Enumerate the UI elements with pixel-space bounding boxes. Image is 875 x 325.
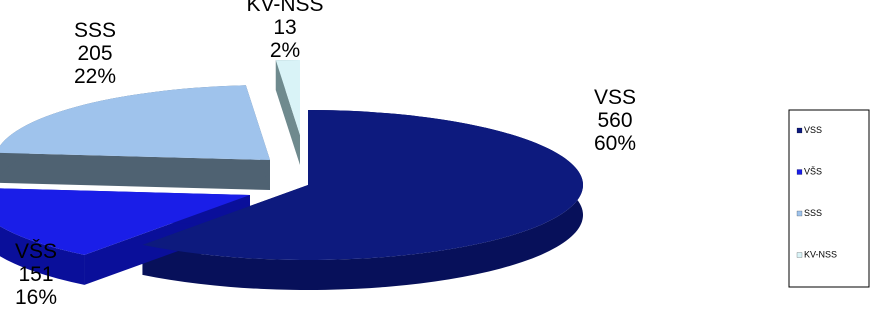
pie-slice-kv-nss [275, 60, 300, 135]
legend-box [788, 109, 870, 288]
legend-swatch [796, 127, 803, 134]
data-label-line: VŠS [15, 240, 57, 263]
data-label-line: VSS [594, 86, 636, 109]
legend-label: VŠS [804, 167, 822, 177]
data-label-line: 560 [597, 109, 632, 132]
pie-slice-tops [0, 60, 583, 260]
legend-swatch [796, 169, 803, 175]
pie-slice-wall [0, 152, 270, 190]
legend-label: KV-NSS [804, 250, 837, 260]
data-label-line: 151 [18, 263, 53, 286]
data-label-line: 60% [594, 132, 636, 155]
pie-slice-sss [0, 85, 270, 160]
data-label-line: 22% [74, 65, 116, 88]
data-label-line: 16% [15, 286, 57, 309]
data-label: VSS 560 60% [594, 86, 636, 155]
legend: VSS VŠS SSS KV-NSS [788, 109, 870, 288]
data-label: KV-NSS 13 2% [246, 0, 323, 62]
data-label-line: 2% [270, 39, 300, 62]
data-label-line: 205 [77, 42, 112, 65]
legend-label: VSS [804, 125, 822, 135]
pie-slice-side [142, 110, 583, 291]
data-labels: VSS 560 60% VŠS 151 16% SSS 205 22% KV-NSS 13 2% [15, 0, 636, 309]
legend-swatch [796, 210, 803, 217]
data-label: VŠS 151 16% [15, 240, 57, 309]
pie-slice-vss [142, 110, 583, 260]
data-label-line: KV-NSS [246, 0, 323, 16]
pie-slice-všs [0, 188, 250, 255]
pie-slice-side [0, 226, 85, 285]
legend-swatch [796, 252, 803, 258]
data-label-line: 13 [273, 16, 296, 39]
legend-label: SSS [804, 208, 822, 218]
data-label: SSS 205 22% [74, 19, 116, 88]
data-label-line: SSS [74, 19, 116, 42]
